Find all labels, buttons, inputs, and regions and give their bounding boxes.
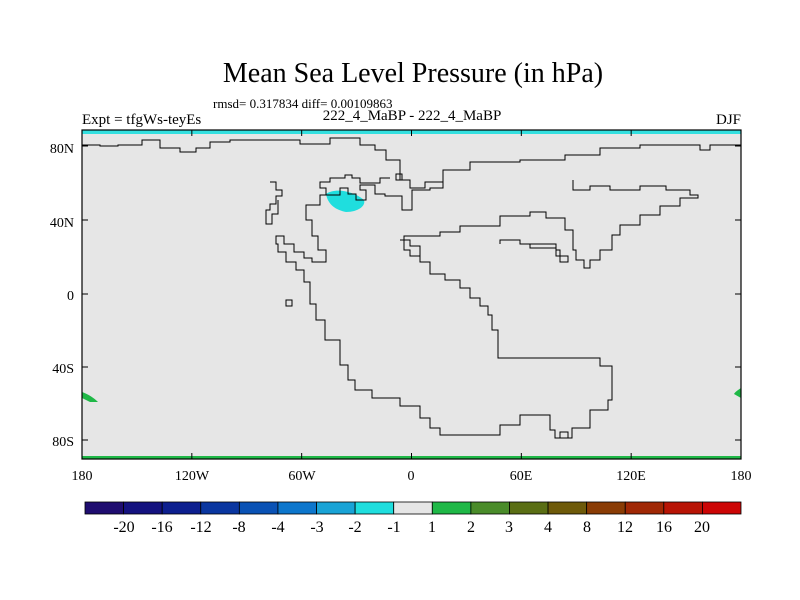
colorbar-swatch [161, 501, 202, 515]
x-tick-label: 180 [72, 469, 93, 484]
anomaly-west-edge-positive [82, 392, 98, 402]
siberia-coast [412, 180, 699, 269]
colorbar-label: 12 [617, 519, 633, 536]
europe-africa-coast [275, 194, 613, 439]
south-america-coast [400, 239, 421, 256]
colorbar-label: 8 [583, 519, 591, 536]
antarctic-island [559, 431, 569, 438]
anomaly-north-atlantic-negative [326, 190, 365, 212]
colorbar-swatch [84, 501, 124, 515]
mediterranean-coast [499, 239, 569, 263]
colorbar-swatch [123, 501, 163, 515]
map-background [82, 130, 741, 459]
colorbar-swatch [702, 501, 742, 515]
colorbar-label: -2 [348, 519, 361, 536]
x-tick-label: 180 [731, 469, 752, 484]
colorbar-swatch [431, 501, 472, 515]
colorbar-label: -12 [190, 519, 211, 536]
colorbar-label: 4 [544, 519, 552, 536]
colorbar-label: -8 [232, 519, 245, 536]
colorbar-labels: -20 -16 -12 -8 -4 -3 -2 -1 1 2 3 4 8 12 … [113, 519, 710, 536]
greenland-coast [265, 181, 283, 225]
colorbar-label: 16 [656, 519, 672, 536]
colorbar-swatch [509, 501, 549, 515]
colorbar-label: -4 [271, 519, 284, 536]
colorbar-swatch [277, 501, 317, 515]
colorbar-label: 1 [428, 519, 436, 536]
chart-title: Mean Sea Level Pressure (in hPa) [223, 58, 603, 89]
x-axis: 180 120W 60W 0 60E 120E 180 [72, 469, 752, 484]
colorbar-swatch [354, 501, 395, 515]
island-mid-atlantic [285, 299, 293, 307]
x-tick-label: 120W [175, 469, 210, 484]
colorbar-label: -16 [151, 519, 172, 536]
colorbar-swatch [547, 501, 588, 515]
colorbar-swatch [586, 501, 626, 515]
x-tick-label: 120E [616, 469, 646, 484]
stats-label: rmsd= 0.317834 diff= 0.00109863 [213, 96, 392, 111]
colorbar-swatch [663, 501, 703, 515]
colorbar-swatch [624, 501, 665, 515]
colorbar-label: 3 [505, 519, 513, 536]
x-tick-label: 60W [288, 469, 316, 484]
eurasia-coast [442, 144, 741, 182]
y-tick-label: 0 [67, 289, 74, 304]
colorbar-swatch [316, 501, 356, 515]
y-tick-label: 40S [52, 362, 74, 377]
colorbar-swatch [393, 501, 433, 515]
coastlines [82, 137, 741, 439]
colorbar-label: 2 [467, 519, 475, 536]
colorbar [84, 501, 742, 515]
colorbar-label: 20 [694, 519, 710, 536]
experiment-label: Expt = tfgWs-teyEs [82, 112, 201, 128]
x-tick-label: 60E [510, 469, 533, 484]
colorbar-label: -1 [387, 519, 400, 536]
arctic-coast [82, 137, 444, 211]
colorbar-swatch [200, 501, 240, 515]
colorbar-swatch [470, 501, 510, 515]
colorbar-label: -3 [310, 519, 323, 536]
y-tick-label: 80S [52, 435, 74, 450]
x-tick-label: 0 [408, 469, 415, 484]
y-tick-label: 80N [50, 142, 74, 157]
map-plot [81, 129, 742, 460]
comparison-label: 222_4_MaBP - 222_4_MaBP [323, 108, 502, 124]
colorbar-label: -20 [113, 519, 134, 536]
season-label: DJF [716, 112, 741, 128]
anomaly-east-edge-positive [734, 388, 741, 398]
y-tick-label: 40N [50, 216, 74, 231]
y-axis: 80N 40N 0 40S 80S [50, 142, 74, 450]
map-ticks [81, 130, 742, 459]
island-arctic [395, 173, 403, 181]
colorbar-swatch [238, 501, 279, 515]
